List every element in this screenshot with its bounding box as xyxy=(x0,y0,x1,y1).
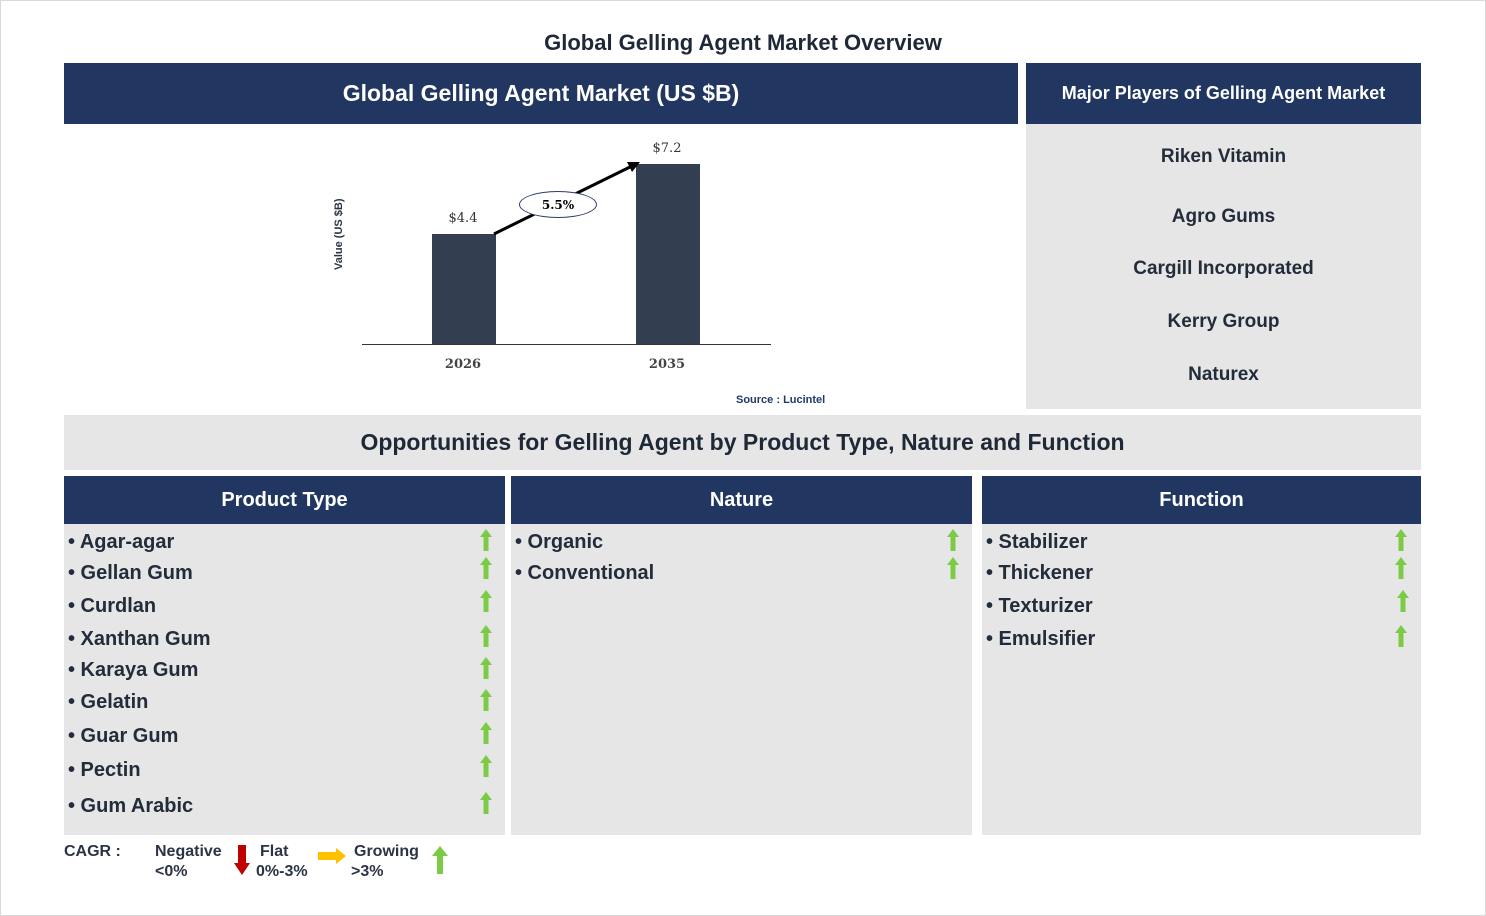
legend-negative-label: Negative xyxy=(155,843,222,860)
cagr-badge: 5.5% xyxy=(519,191,597,218)
player-item: Riken Vitamin xyxy=(1160,146,1287,167)
list-item: • Conventional xyxy=(515,562,655,584)
opportunities-banner: Opportunities for Gelling Agent by Produ… xyxy=(64,415,1421,470)
segment-header-product-type: Product Type xyxy=(64,476,505,524)
list-item: • Karaya Gum xyxy=(68,659,199,681)
segment-header-function: Function xyxy=(982,476,1421,524)
legend-flat-range: 0%-3% xyxy=(256,863,308,880)
green-up-arrow-icon xyxy=(947,529,959,551)
list-item: • Organic xyxy=(515,531,604,553)
green-up-arrow-icon xyxy=(480,689,492,711)
green-up-arrow-icon xyxy=(480,529,492,551)
green-up-arrow-icon xyxy=(1397,590,1409,612)
opportunities-banner-label: Opportunities for Gelling Agent by Produ… xyxy=(360,429,1125,455)
green-up-arrow-icon xyxy=(432,846,448,874)
green-up-arrow-icon xyxy=(1395,529,1407,551)
list-item: • Stabilizer xyxy=(986,531,1088,553)
x-axis-line xyxy=(362,344,771,345)
list-item: • Emulsifier xyxy=(986,628,1096,650)
list-item: • Texturizer xyxy=(986,595,1093,617)
segment-list-nature: • Organic • Conventional xyxy=(511,524,972,835)
legend-title: CAGR : xyxy=(64,843,121,860)
red-down-arrow-icon xyxy=(234,845,250,875)
page-title: Global Gelling Agent Market Overview xyxy=(544,30,942,55)
green-up-arrow-icon xyxy=(480,590,492,612)
green-up-arrow-icon xyxy=(480,657,492,679)
bar-value-label-2026: $4.4 xyxy=(448,211,478,226)
segment-list-function: • Stabilizer • Thickener • Texturizer • … xyxy=(982,524,1421,835)
players-header-label: Major Players of Gelling Agent Market xyxy=(1061,83,1386,103)
player-item: Kerry Group xyxy=(1167,311,1280,332)
players-header: Major Players of Gelling Agent Market xyxy=(1026,63,1421,124)
list-item: • Xanthan Gum xyxy=(68,628,211,650)
segment-header-label: Function xyxy=(1159,488,1244,511)
green-up-arrow-icon xyxy=(947,557,959,579)
player-item: Agro Gums xyxy=(1171,206,1276,227)
list-item: • Agar-agar xyxy=(68,531,175,553)
legend-growing-label: Growing xyxy=(354,843,419,860)
green-up-arrow-icon xyxy=(1395,625,1407,647)
list-item: • Pectin xyxy=(68,759,141,781)
list-item: • Gum Arabic xyxy=(68,795,194,817)
market-chart-header-label: Global Gelling Agent Market (US $B) xyxy=(342,80,740,106)
green-up-arrow-icon xyxy=(480,722,492,744)
growth-arrow-icon xyxy=(493,162,640,236)
x-tick-2026: 2026 xyxy=(444,357,482,372)
legend-flat-label: Flat xyxy=(260,843,289,860)
yellow-right-arrow-icon xyxy=(318,848,346,864)
segment-header-label: Product Type xyxy=(221,488,348,511)
x-tick-2035: 2035 xyxy=(648,357,686,372)
segment-list-product-type: • Agar-agar • Gellan Gum • Curdlan • Xan… xyxy=(64,524,505,835)
green-up-arrow-icon xyxy=(480,792,492,814)
green-up-arrow-icon xyxy=(480,755,492,777)
bar-2035 xyxy=(636,164,700,344)
bar-2026 xyxy=(432,234,496,344)
segment-header-nature: Nature xyxy=(511,476,972,524)
source-note: Source : Lucintel xyxy=(736,394,826,406)
players-list: Riken Vitamin Agro Gums Cargill Incorpor… xyxy=(1026,124,1421,409)
list-item: • Gelatin xyxy=(68,691,149,713)
market-bar-chart: Value (US $B) $4.4 $7.2 5.5% 2026 2035 xyxy=(330,130,850,415)
green-up-arrow-icon xyxy=(480,625,492,647)
list-item: • Curdlan xyxy=(68,595,157,617)
list-item: • Gellan Gum xyxy=(68,562,193,584)
legend-negative-range: <0% xyxy=(155,863,188,880)
green-up-arrow-icon xyxy=(480,557,492,579)
green-up-arrow-icon xyxy=(1395,557,1407,579)
segment-header-label: Nature xyxy=(709,488,774,511)
list-item: • Guar Gum xyxy=(68,725,179,747)
player-item: Naturex xyxy=(1188,364,1259,385)
list-item: • Thickener xyxy=(986,562,1094,584)
bar-value-label-2035: $7.2 xyxy=(652,141,682,156)
player-item: Cargill Incorporated xyxy=(1133,258,1314,279)
legend-growing-range: >3% xyxy=(351,863,384,880)
cagr-value: 5.5% xyxy=(541,197,575,212)
market-chart-header: Global Gelling Agent Market (US $B) xyxy=(64,63,1018,124)
